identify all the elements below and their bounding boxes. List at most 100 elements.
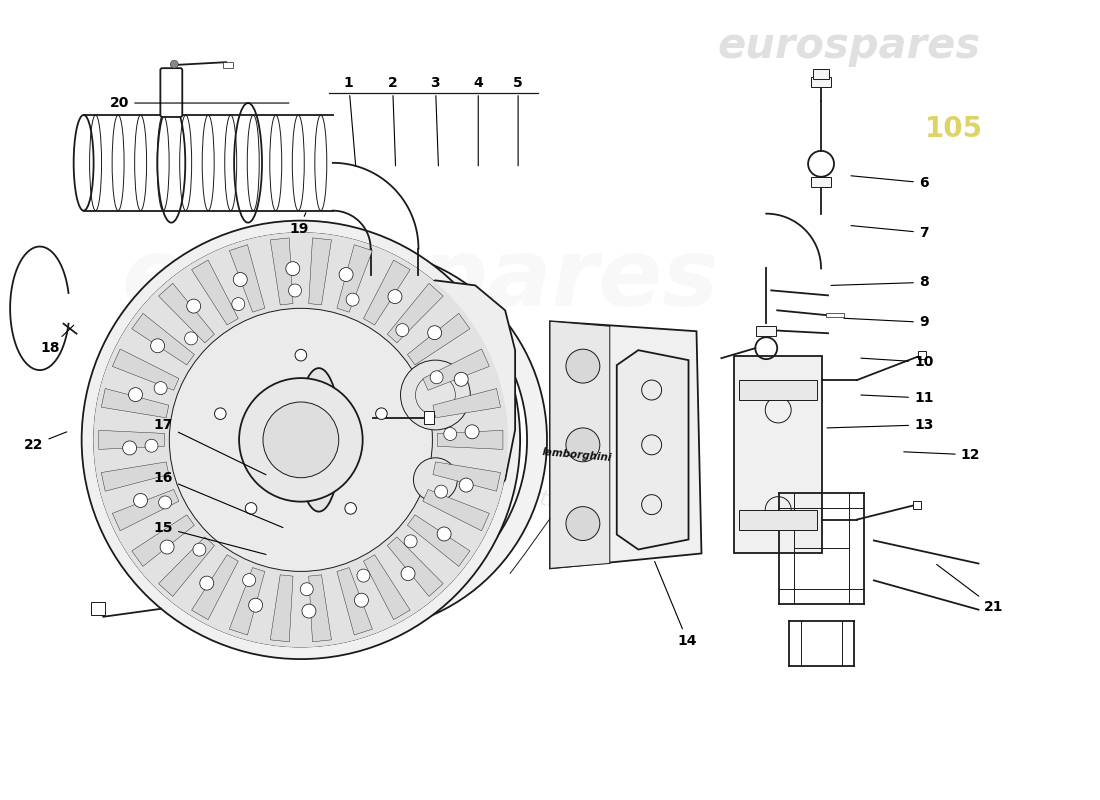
Circle shape	[185, 332, 198, 345]
Circle shape	[158, 496, 172, 509]
Text: 6: 6	[851, 176, 928, 190]
Text: 13: 13	[827, 418, 934, 432]
Text: 18: 18	[40, 326, 74, 355]
Text: 16: 16	[154, 470, 283, 527]
Circle shape	[232, 298, 245, 310]
Circle shape	[437, 527, 451, 541]
Polygon shape	[355, 281, 515, 539]
Text: 5: 5	[514, 76, 522, 166]
Circle shape	[375, 408, 387, 419]
Circle shape	[81, 221, 520, 659]
Text: 7: 7	[851, 226, 928, 239]
Circle shape	[233, 273, 248, 286]
Circle shape	[459, 478, 473, 492]
Circle shape	[288, 284, 301, 297]
Bar	[917, 351, 926, 359]
Polygon shape	[735, 356, 822, 554]
Text: 2: 2	[387, 76, 397, 166]
Bar	[913, 501, 921, 509]
Circle shape	[123, 441, 136, 455]
Circle shape	[200, 576, 213, 590]
Bar	[826, 314, 844, 318]
Circle shape	[145, 439, 158, 452]
Text: 10: 10	[861, 355, 934, 369]
Bar	[739, 380, 817, 400]
Text: a passion for parts since 1985: a passion for parts since 1985	[353, 450, 686, 539]
Text: 20: 20	[110, 96, 289, 110]
Polygon shape	[191, 554, 239, 620]
Circle shape	[161, 540, 174, 554]
Circle shape	[249, 598, 263, 612]
Polygon shape	[422, 490, 490, 530]
Polygon shape	[132, 314, 195, 365]
FancyBboxPatch shape	[161, 68, 183, 117]
Bar	[811, 77, 830, 87]
Polygon shape	[433, 462, 500, 491]
Circle shape	[443, 427, 456, 441]
Text: lamborghini: lamborghini	[541, 446, 613, 463]
Text: 14: 14	[654, 562, 697, 648]
Circle shape	[214, 408, 227, 419]
Circle shape	[358, 569, 370, 582]
Text: 21: 21	[937, 565, 1003, 614]
Polygon shape	[230, 567, 265, 635]
Polygon shape	[387, 537, 443, 597]
Polygon shape	[407, 314, 470, 365]
Circle shape	[346, 293, 359, 306]
Circle shape	[133, 494, 147, 507]
Circle shape	[565, 349, 600, 383]
Polygon shape	[433, 389, 500, 418]
Text: 12: 12	[904, 448, 980, 462]
Circle shape	[302, 604, 316, 618]
Polygon shape	[158, 537, 214, 597]
Ellipse shape	[297, 368, 341, 512]
Polygon shape	[550, 322, 609, 569]
Text: 105: 105	[924, 115, 982, 143]
Circle shape	[151, 338, 165, 353]
Polygon shape	[271, 238, 293, 305]
Circle shape	[295, 350, 307, 361]
Text: eurospares: eurospares	[122, 234, 719, 326]
Circle shape	[187, 299, 200, 313]
Polygon shape	[309, 575, 331, 642]
Circle shape	[400, 360, 471, 430]
Circle shape	[404, 535, 417, 548]
Polygon shape	[158, 283, 214, 343]
Circle shape	[354, 594, 368, 607]
Circle shape	[414, 458, 458, 502]
Circle shape	[192, 543, 206, 556]
Bar	[739, 510, 817, 530]
Circle shape	[428, 326, 441, 340]
Polygon shape	[617, 350, 689, 550]
Polygon shape	[271, 575, 293, 642]
Polygon shape	[99, 430, 165, 450]
Circle shape	[129, 388, 143, 402]
Polygon shape	[550, 322, 702, 569]
Text: 11: 11	[861, 391, 934, 405]
Polygon shape	[285, 249, 547, 631]
Text: 9: 9	[844, 315, 928, 330]
Polygon shape	[363, 260, 410, 325]
Text: 1: 1	[344, 76, 355, 166]
Polygon shape	[101, 462, 168, 491]
Circle shape	[388, 290, 401, 303]
Circle shape	[239, 378, 363, 502]
Polygon shape	[407, 515, 470, 566]
Text: 8: 8	[830, 275, 928, 290]
Text: 19: 19	[289, 213, 309, 235]
Circle shape	[430, 371, 443, 384]
Text: 3: 3	[430, 76, 440, 166]
Polygon shape	[132, 515, 195, 566]
Circle shape	[345, 502, 356, 514]
Circle shape	[402, 566, 415, 581]
Circle shape	[169, 308, 432, 571]
Circle shape	[565, 428, 600, 462]
Circle shape	[339, 267, 353, 282]
Text: eurospares: eurospares	[717, 26, 980, 67]
Polygon shape	[337, 567, 373, 635]
Polygon shape	[422, 349, 490, 390]
Polygon shape	[337, 245, 373, 312]
Text: 15: 15	[154, 521, 266, 554]
Circle shape	[300, 582, 313, 596]
Circle shape	[245, 502, 257, 514]
